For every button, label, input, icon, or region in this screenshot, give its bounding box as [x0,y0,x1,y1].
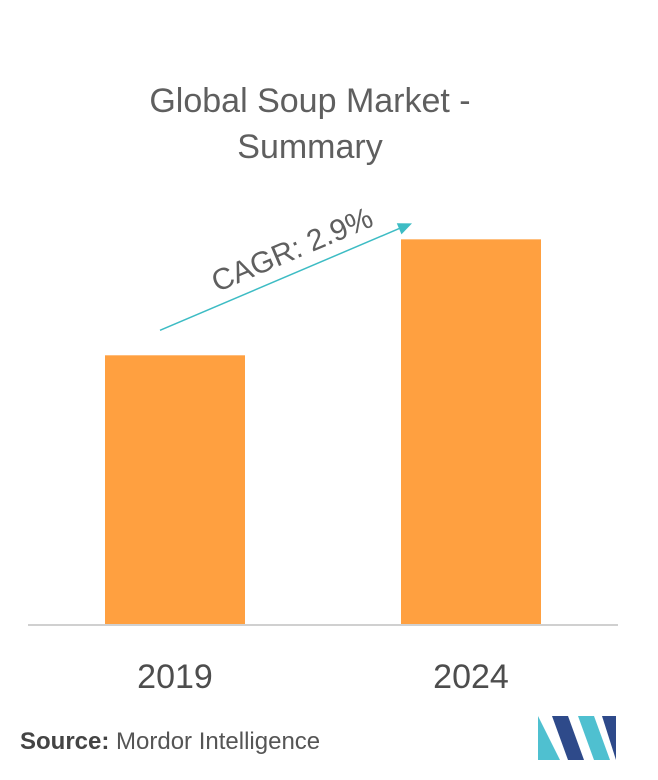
source-label: Source: [20,728,110,755]
cagr-arrow-line [159,226,403,331]
bar-2019 [105,355,245,625]
mordor-intelligence-logo-icon [538,716,616,760]
x-tick-label-2019: 2019 [137,658,213,696]
cagr-annotation: CAGR: 2.9% [159,201,412,331]
chart-title-line-1: Global Soup Market - [149,82,471,120]
bar-2024 [401,239,541,626]
bars-group [105,239,541,626]
x-tick-labels: 2019 2024 [137,658,509,696]
cagr-label: CAGR: 2.9% [207,201,378,298]
source-note: Source: Mordor Intelligence [20,728,320,756]
cagr-arrow-head [396,223,412,235]
bar-chart: 2019 2024 CAGR: 2.9% [28,201,618,696]
source-text: Mordor Intelligence [116,728,321,755]
chart-title-line-2: Summary [237,128,383,166]
x-tick-label-2024: 2024 [433,658,509,696]
chart-title: Global Soup Market - Summary [60,78,560,170]
